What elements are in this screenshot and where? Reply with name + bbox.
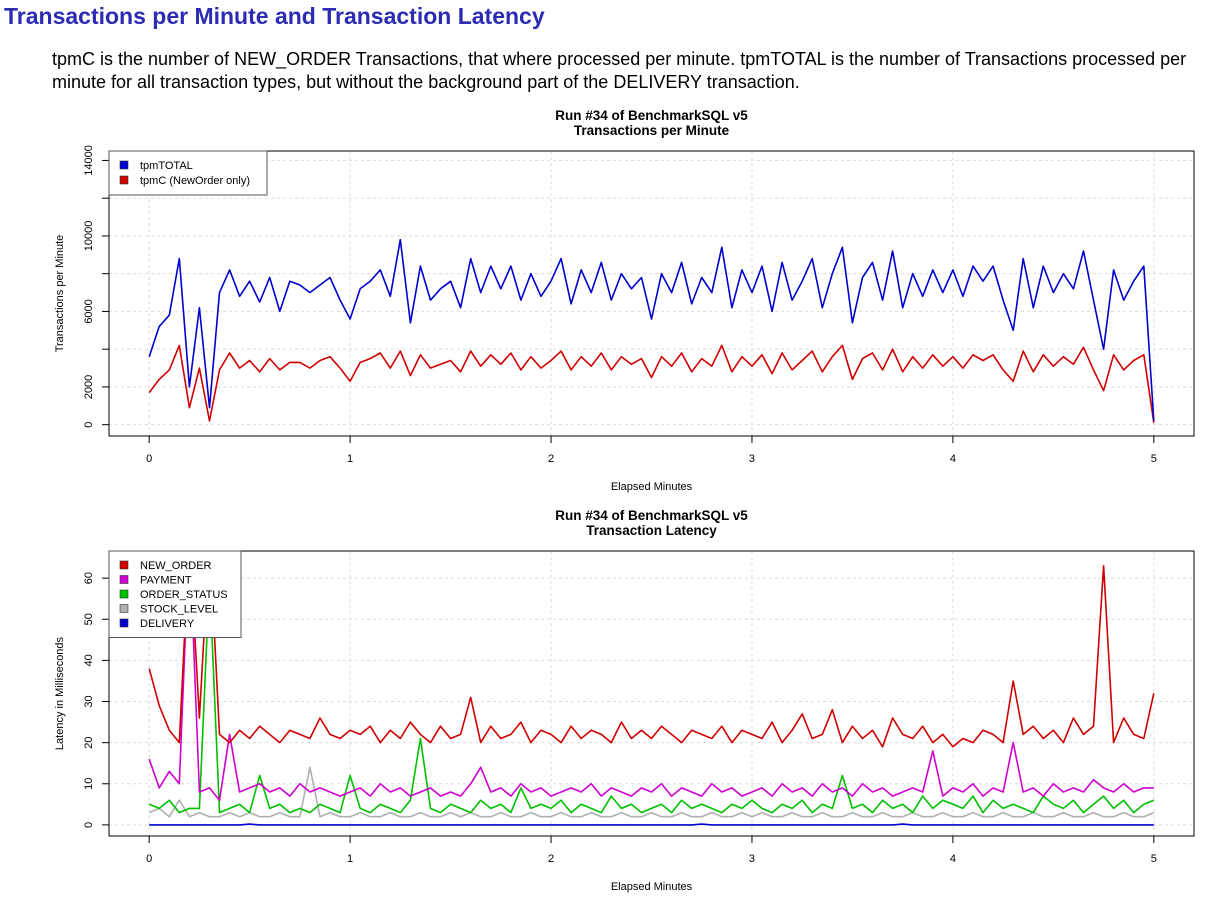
chart-title: Run #34 of BenchmarkSQL v5 [555, 508, 748, 523]
legend-box [108, 150, 268, 196]
x-tick-label: 3 [749, 453, 755, 465]
plot-frame [108, 150, 1195, 437]
x-tick-label: 0 [146, 853, 152, 865]
chart-subtitle: Transactions per Minute [574, 123, 730, 138]
y-tick-label: 2000 [83, 375, 95, 399]
series-group [148, 551, 1155, 826]
y-tick-label: 30 [83, 695, 95, 707]
y-tick-label: 20 [83, 737, 95, 749]
y-tick-label: 14000 [83, 145, 95, 176]
chart-title: Run #34 of BenchmarkSQL v5 [555, 108, 748, 123]
legend-label: ORDER_STATUS [140, 589, 228, 601]
plot-frame [108, 550, 1195, 837]
legend-swatch [119, 175, 129, 185]
legend: NEW_ORDER PAYMENT ORDER_STATUS STOCK_LEVEL D… [108, 550, 242, 638]
x-tick-label: 3 [749, 853, 755, 865]
y-axis-label: Transactions per Minute [54, 235, 66, 353]
x-tick-label: 5 [1151, 453, 1157, 465]
series-line-new-order [148, 551, 1155, 748]
x-tick-label: 4 [950, 453, 956, 465]
legend-label: PAYMENT [140, 575, 192, 587]
x-tick-label: 2 [548, 853, 554, 865]
x-tick-label: 1 [347, 853, 353, 865]
legend: tpmTOTAL tpmC (NewOrder only) [108, 150, 268, 196]
x-tick-label: 0 [146, 453, 152, 465]
page-title: Transactions per Minute and Transaction … [4, 3, 545, 29]
y-tick-label: 60 [83, 572, 95, 584]
y-tick-label: 40 [83, 654, 95, 666]
series-line-payment [148, 551, 1154, 802]
legend-label: STOCK_LEVEL [140, 604, 218, 616]
series-line-tpmc-neworder-only- [148, 344, 1155, 423]
legend-swatch [119, 575, 129, 584]
x-tick-label: 5 [1151, 853, 1157, 865]
series-line-delivery [149, 823, 1154, 826]
chart-subtitle: Transaction Latency [586, 523, 717, 538]
legend-label: tpmTOTAL [140, 160, 193, 172]
x-tick-label: 1 [347, 453, 353, 465]
legend-label: tpmC (NewOrder only) [140, 175, 250, 187]
series-line-stock-level [148, 766, 1155, 818]
y-tick-label: 10000 [83, 221, 95, 252]
y-axis-label: Latency in Milliseconds [54, 636, 66, 750]
y-tick-label: 6000 [83, 299, 95, 323]
legend-swatch [119, 589, 129, 599]
x-tick-label: 2 [548, 453, 554, 465]
legend-box [108, 550, 242, 638]
y-tick-label: 0 [83, 822, 95, 828]
legend-label: DELIVERY [140, 618, 195, 630]
legend-swatch [119, 618, 129, 628]
x-tick-label: 4 [950, 853, 956, 865]
series-line-order-status [148, 577, 1155, 814]
intro-paragraph: tpmC is the number of NEW_ORDER Transact… [52, 49, 1187, 92]
series-line-tpmtotal [148, 238, 1155, 421]
x-axis-label: Elapsed Minutes [611, 881, 693, 893]
x-axis-label: Elapsed Minutes [611, 481, 693, 493]
legend-swatch [119, 560, 129, 570]
legend-swatch [119, 604, 129, 613]
series-group [148, 238, 1155, 423]
y-tick-label: 0 [83, 422, 95, 428]
legend-label: NEW_ORDER [140, 560, 212, 572]
y-tick-label: 10 [83, 778, 95, 790]
legend-swatch [119, 160, 129, 170]
y-tick-label: 50 [83, 613, 95, 625]
